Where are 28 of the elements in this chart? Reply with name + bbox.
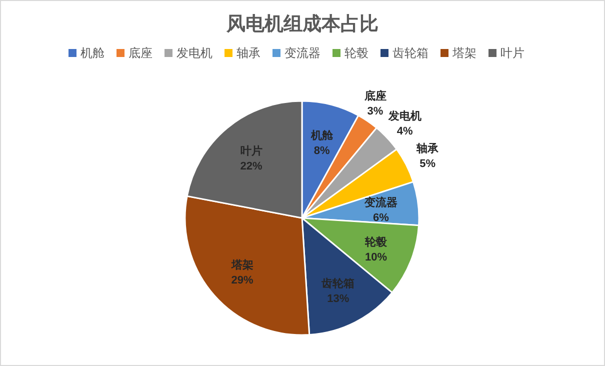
data-label: 22%	[240, 160, 263, 173]
slice-label: 塔架	[230, 258, 254, 272]
slice-label: 变流器	[363, 196, 398, 210]
slice-label: 轴承	[416, 142, 440, 155]
slice-label: 发电机	[387, 109, 422, 122]
legend-label: 叶片	[500, 46, 524, 60]
legend-label: 底座	[128, 46, 152, 60]
legend-label: 齿轮箱	[392, 46, 428, 60]
slice-label: 机舱	[310, 128, 334, 142]
legend-label: 轮毂	[344, 46, 368, 60]
data-label: 5%	[420, 158, 436, 170]
legend-label: 塔架	[452, 46, 476, 60]
data-label: 10%	[364, 251, 388, 264]
data-label: 29%	[231, 274, 254, 287]
chart-title: 风电机组成本占比	[226, 13, 378, 35]
slice-label: 齿轮箱	[320, 276, 355, 290]
data-label: 6%	[372, 212, 390, 224]
legend-label: 发电机	[176, 46, 212, 60]
slice-label: 底座	[363, 89, 386, 102]
slice-label: 轮毂	[364, 235, 388, 248]
data-label: 3%	[367, 105, 384, 118]
data-label: 8%	[314, 144, 330, 157]
slice-label: 叶片	[240, 144, 262, 158]
data-label: 13%	[327, 292, 350, 305]
legend-label: 机舱	[80, 46, 104, 60]
legend-label: 轴承	[236, 46, 260, 60]
legend-label: 变流器	[284, 46, 320, 60]
data-label: 4%	[396, 125, 413, 138]
